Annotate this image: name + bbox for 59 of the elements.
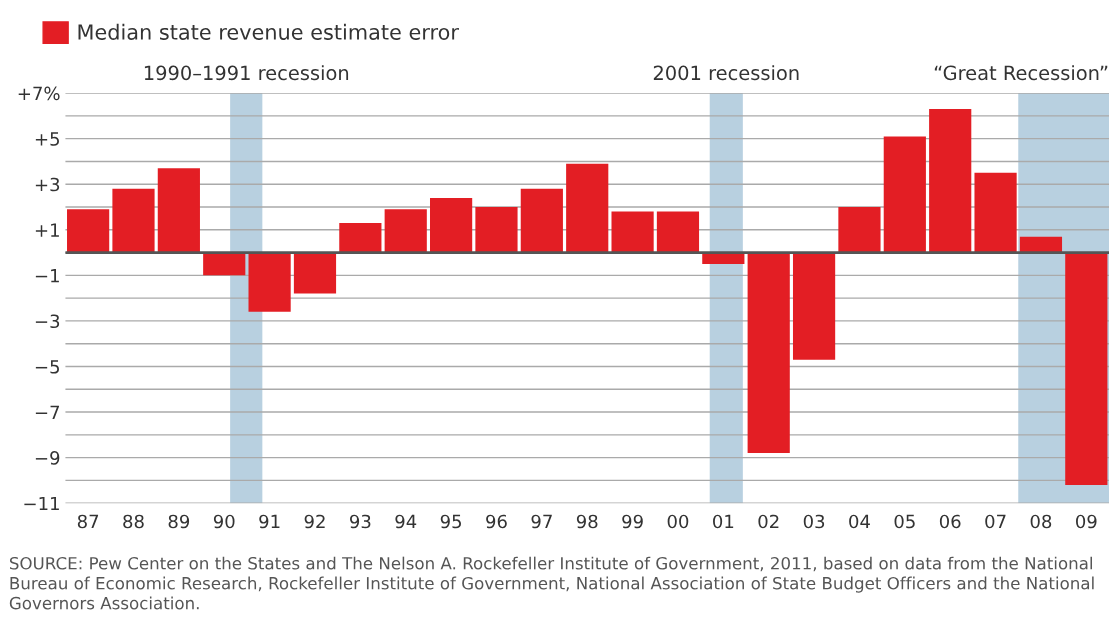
x-tick-label: 88 (123, 514, 144, 529)
x-tick-label: 92 (304, 514, 325, 529)
bar (747, 252, 790, 454)
x-tick-label: 89 (168, 514, 190, 529)
bar (929, 109, 972, 253)
bar (656, 211, 700, 253)
x-tick-label: 97 (531, 514, 552, 529)
y-tick-label: −5 (35, 360, 59, 374)
bar (430, 197, 473, 253)
x-tick-label: 00 (667, 514, 689, 529)
x-tick-label: 01 (713, 514, 734, 529)
y-tick-label: −9 (35, 451, 60, 465)
y-tick-label: −3 (35, 314, 60, 329)
band-label: “Great Recession” (934, 65, 1108, 81)
x-tick-label: 94 (395, 514, 417, 529)
y-tick-label: −1 (35, 269, 59, 283)
bar (611, 211, 654, 253)
band-label: 2001 recession (653, 65, 799, 81)
y-tick-label: +7% (18, 86, 60, 101)
bar (67, 209, 110, 253)
x-tick-label: 93 (350, 514, 371, 529)
x-tick-label: 08 (1030, 514, 1052, 529)
bar (566, 163, 609, 253)
bar (157, 168, 200, 253)
x-tick-label: 95 (440, 514, 462, 529)
band-label: 1990–1991 recession (144, 65, 349, 81)
y-tick-label: +3 (35, 177, 60, 192)
bar (384, 209, 427, 253)
bar (203, 252, 246, 276)
bar (974, 172, 1017, 253)
bar (520, 188, 563, 253)
x-tick-label: 02 (758, 514, 779, 529)
bar (1065, 252, 1108, 485)
x-tick-label: 04 (849, 514, 870, 529)
bar (112, 188, 155, 253)
y-tick-label: +5 (35, 132, 59, 146)
bar (838, 207, 881, 253)
bar (339, 222, 382, 253)
x-tick-label: 05 (894, 514, 915, 529)
bar (475, 207, 518, 253)
x-tick-label: 90 (213, 514, 235, 529)
x-tick-label: 99 (622, 514, 643, 529)
x-tick-label: 91 (259, 514, 280, 529)
x-tick-label: 87 (77, 514, 99, 529)
bar (883, 136, 926, 253)
x-tick-label: 03 (803, 514, 825, 529)
y-tick-label: −11 (24, 496, 59, 511)
x-tick-label: 06 (939, 514, 961, 529)
x-tick-label: 09 (1076, 514, 1097, 529)
bar (792, 252, 836, 360)
bar (248, 252, 291, 312)
source-note: SOURCE: Pew Center on the States and The Nelson A. Rockefeller Institute of Government, 2011, based on data from the National Bureau of Economic Research, Rockefeller Institute of Government, National Association of State Budget Officers and the National Governors Association. (9, 556, 1094, 610)
x-tick-label: 07 (985, 514, 1006, 529)
y-tick-label: +1 (35, 223, 59, 237)
y-tick-label: −7 (35, 405, 60, 419)
bar (293, 252, 337, 294)
legend-label: Median state revenue estimate error (78, 23, 459, 40)
x-tick-label: 96 (486, 514, 507, 529)
x-tick-label: 98 (576, 514, 598, 529)
